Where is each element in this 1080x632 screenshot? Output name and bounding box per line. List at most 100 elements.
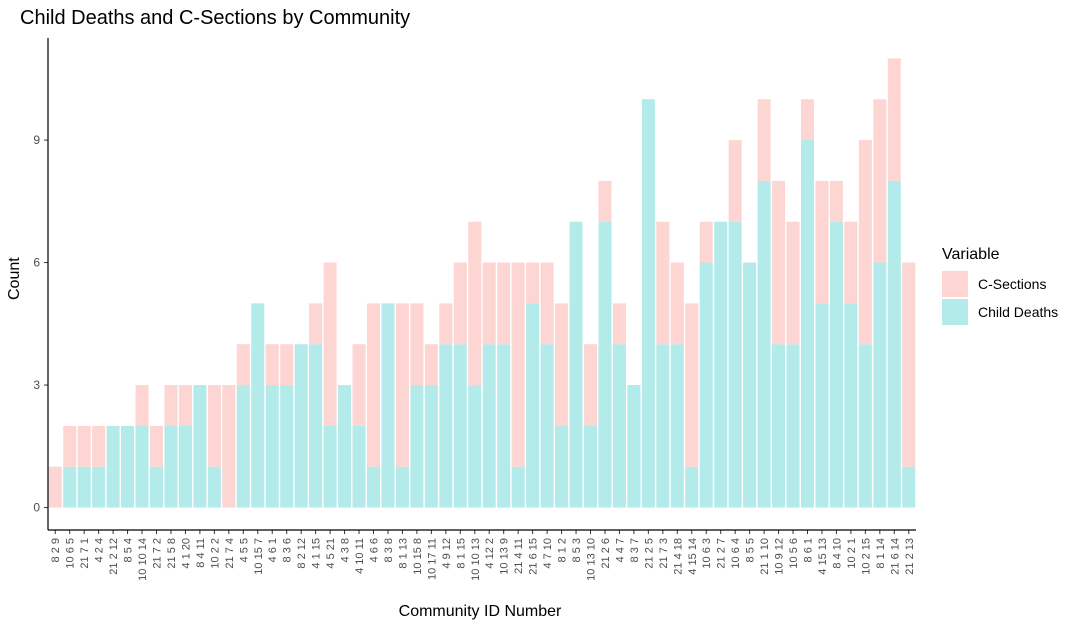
bar-c-sections bbox=[540, 262, 554, 345]
bar-c-sections bbox=[222, 385, 236, 508]
bar-c-sections bbox=[656, 221, 670, 345]
bar-c-sections bbox=[309, 303, 323, 345]
x-tick-label: 8 5 5 bbox=[745, 538, 757, 562]
bar-c-sections bbox=[366, 303, 381, 467]
x-tick-label: 10 2 2 bbox=[209, 538, 221, 569]
bar-c-sections bbox=[265, 344, 279, 386]
x-tick-label: 4 1 15 bbox=[311, 538, 323, 569]
bar-child-deaths bbox=[468, 385, 482, 508]
x-tick-label: 10 13 9 bbox=[499, 538, 511, 575]
legend-item-c-sections: C-Sections bbox=[942, 270, 1058, 298]
bar-c-sections bbox=[526, 262, 540, 304]
bar-child-deaths bbox=[410, 385, 424, 508]
x-tick-label: 21 7 2 bbox=[152, 538, 164, 569]
bar-child-deaths bbox=[236, 385, 250, 508]
x-tick-label: 8 4 10 bbox=[831, 538, 843, 569]
x-tick-label: 21 2 6 bbox=[600, 538, 612, 569]
bar-c-sections bbox=[207, 385, 221, 467]
bar-child-deaths bbox=[323, 425, 337, 508]
x-tick-label: 8 3 7 bbox=[629, 538, 641, 562]
bar-child-deaths bbox=[714, 221, 728, 508]
x-tick-label: 8 3 6 bbox=[282, 538, 294, 562]
x-tick-label: 21 4 11 bbox=[513, 538, 525, 574]
bar-c-sections bbox=[424, 344, 438, 386]
x-tick-label: 4 15 13 bbox=[817, 538, 829, 575]
legend-item-child-deaths: Child Deaths bbox=[942, 298, 1058, 326]
bar-c-sections bbox=[555, 303, 569, 426]
x-tick-label: 4 6 6 bbox=[369, 538, 381, 562]
x-tick-label: 4 12 2 bbox=[484, 538, 496, 569]
bar-c-sections bbox=[497, 262, 511, 345]
bar-child-deaths bbox=[656, 344, 670, 508]
x-tick-label: 21 5 8 bbox=[166, 538, 178, 569]
x-tick-label: 10 13 10 bbox=[586, 538, 598, 581]
y-tick-label: 3 bbox=[33, 378, 40, 392]
bar-c-sections bbox=[685, 303, 699, 467]
bar-child-deaths bbox=[743, 262, 757, 508]
bar-child-deaths bbox=[178, 425, 192, 508]
x-tick-label: 21 2 5 bbox=[643, 538, 655, 569]
x-tick-label: 21 6 14 bbox=[889, 538, 901, 575]
bar-c-sections bbox=[482, 262, 496, 345]
bar-child-deaths bbox=[583, 425, 598, 508]
bar-child-deaths bbox=[106, 425, 120, 508]
bar-child-deaths bbox=[685, 466, 699, 508]
bar-c-sections bbox=[887, 58, 901, 181]
x-tick-label: 10 17 11 bbox=[426, 538, 438, 580]
x-tick-label: 4 5 21 bbox=[325, 538, 337, 569]
x-tick-label: 10 15 7 bbox=[253, 538, 265, 575]
x-tick-label: 10 15 8 bbox=[412, 538, 424, 575]
bar-child-deaths bbox=[555, 425, 569, 508]
x-tick-label: 10 6 3 bbox=[701, 538, 713, 569]
bar-child-deaths bbox=[526, 303, 540, 508]
bar-c-sections bbox=[135, 385, 149, 426]
bar-child-deaths bbox=[815, 303, 829, 508]
legend-swatch-child-deaths bbox=[942, 299, 968, 325]
bar-c-sections bbox=[728, 140, 742, 222]
bar-child-deaths bbox=[699, 262, 713, 508]
bar-child-deaths bbox=[800, 140, 815, 508]
bar-child-deaths bbox=[193, 385, 207, 508]
bar-c-sections bbox=[63, 425, 77, 467]
x-tick-label: 4 5 5 bbox=[238, 538, 250, 562]
x-tick-label: 10 10 14 bbox=[137, 538, 149, 581]
x-tick-label: 8 1 14 bbox=[875, 538, 887, 569]
bar-child-deaths bbox=[338, 385, 352, 508]
x-tick-label: 10 6 4 bbox=[730, 538, 742, 569]
x-tick-label: 10 5 6 bbox=[788, 538, 800, 569]
bar-c-sections bbox=[786, 221, 800, 345]
legend-swatch-c-sections bbox=[942, 271, 968, 297]
x-tick-label: 21 6 15 bbox=[528, 538, 540, 575]
bar-child-deaths bbox=[887, 180, 901, 508]
x-tick-label: 8 1 13 bbox=[397, 538, 409, 569]
bar-c-sections bbox=[468, 221, 482, 386]
x-tick-label: 21 2 7 bbox=[716, 538, 728, 569]
bar-c-sections bbox=[410, 303, 424, 386]
bar-c-sections bbox=[699, 221, 713, 263]
x-tick-label: 8 4 11 bbox=[195, 538, 207, 568]
x-tick-label: 21 7 3 bbox=[658, 538, 670, 569]
bar-c-sections bbox=[858, 140, 872, 345]
x-tick-label: 8 2 9 bbox=[50, 538, 62, 562]
bar-child-deaths bbox=[453, 344, 467, 508]
bar-child-deaths bbox=[829, 221, 843, 508]
bar-child-deaths bbox=[121, 425, 135, 508]
x-tick-label: 4 7 10 bbox=[542, 538, 554, 569]
bar-c-sections bbox=[902, 262, 916, 467]
bar-c-sections bbox=[92, 425, 106, 467]
legend-label-c-sections: C-Sections bbox=[978, 276, 1047, 292]
bar-child-deaths bbox=[902, 466, 916, 508]
x-tick-label: 8 5 3 bbox=[571, 538, 583, 562]
bar-child-deaths bbox=[612, 344, 626, 508]
bar-child-deaths bbox=[728, 221, 742, 508]
x-tick-label: 4 2 4 bbox=[94, 538, 106, 562]
bar-child-deaths bbox=[63, 466, 77, 508]
x-tick-label: 10 2 15 bbox=[860, 538, 872, 575]
x-tick-label: 4 4 7 bbox=[614, 538, 626, 562]
x-tick-label: 10 10 13 bbox=[470, 538, 482, 581]
x-tick-label: 4 10 11 bbox=[354, 538, 366, 574]
y-tick-label: 9 bbox=[33, 133, 40, 147]
bar-child-deaths bbox=[844, 303, 858, 508]
bar-child-deaths bbox=[366, 466, 381, 508]
